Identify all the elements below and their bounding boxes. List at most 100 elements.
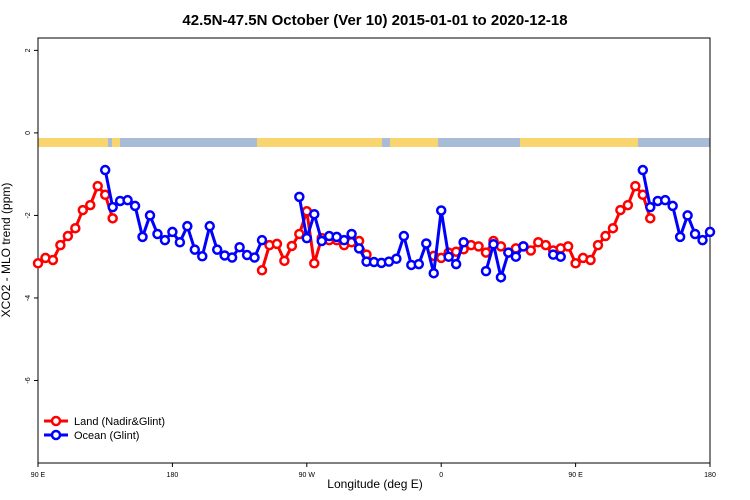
data-point bbox=[473, 241, 484, 252]
data-point bbox=[346, 228, 357, 240]
data-point bbox=[294, 228, 305, 240]
data-point bbox=[480, 247, 492, 258]
data-point bbox=[249, 252, 260, 263]
data-point bbox=[570, 258, 581, 269]
data-point bbox=[286, 240, 298, 252]
data-point bbox=[495, 272, 507, 283]
data-point bbox=[47, 254, 59, 266]
data-point bbox=[211, 244, 223, 255]
data-point bbox=[32, 258, 44, 269]
data-point bbox=[518, 241, 529, 252]
data-point bbox=[645, 201, 656, 213]
data-point bbox=[540, 239, 551, 251]
data-point bbox=[637, 189, 649, 201]
data-point bbox=[704, 226, 716, 238]
y-axis-label: XCO2 - MLO trend (ppm) bbox=[0, 183, 13, 318]
data-point bbox=[55, 239, 66, 251]
data-point bbox=[152, 228, 163, 240]
data-point bbox=[301, 232, 313, 244]
data-point bbox=[316, 235, 327, 247]
x-tick-label: 90 E bbox=[568, 472, 583, 479]
data-point bbox=[585, 254, 596, 266]
data-point bbox=[271, 238, 283, 250]
data-point bbox=[480, 265, 492, 277]
data-point bbox=[600, 230, 611, 242]
data-point bbox=[62, 230, 74, 242]
data-point bbox=[667, 200, 678, 212]
data-point bbox=[622, 199, 634, 211]
x-tick-label: 180 bbox=[704, 472, 716, 479]
data-point bbox=[697, 234, 708, 246]
data-point bbox=[592, 239, 604, 251]
data-point bbox=[70, 222, 81, 234]
legend-marker bbox=[50, 429, 62, 441]
data-point bbox=[421, 238, 432, 249]
data-point bbox=[99, 189, 111, 201]
data-point bbox=[144, 210, 156, 221]
data-point bbox=[428, 267, 439, 279]
x-tick-label: 180 bbox=[167, 472, 179, 479]
data-point bbox=[488, 239, 499, 250]
data-point bbox=[197, 251, 208, 262]
x-tick-label: 0 bbox=[439, 472, 443, 479]
data-point bbox=[107, 201, 118, 213]
data-point bbox=[309, 208, 320, 220]
x-tick-label: 90 W bbox=[299, 472, 316, 479]
data-point bbox=[398, 230, 410, 242]
series-line bbox=[103, 169, 712, 284]
data-point bbox=[338, 234, 350, 246]
data-point bbox=[637, 164, 649, 176]
data-point bbox=[226, 252, 238, 263]
data-point bbox=[294, 191, 305, 203]
data-point bbox=[630, 180, 641, 192]
land-mask-strip bbox=[38, 138, 710, 147]
x-axis-label: Longitude (deg E) bbox=[327, 477, 422, 491]
data-point bbox=[85, 199, 96, 211]
plot-frame bbox=[37, 37, 711, 464]
data-point bbox=[503, 247, 514, 258]
data-point bbox=[458, 236, 469, 248]
data-point bbox=[77, 204, 89, 216]
data-point bbox=[353, 243, 365, 254]
data-point bbox=[182, 220, 193, 232]
data-point bbox=[607, 222, 619, 234]
data-point bbox=[122, 194, 133, 206]
data-point bbox=[615, 204, 626, 216]
data-point bbox=[234, 241, 245, 253]
x-tick-label: 90 E bbox=[31, 472, 46, 479]
data-point bbox=[99, 164, 111, 176]
series bbox=[99, 164, 716, 284]
data-point bbox=[279, 255, 290, 267]
data-point bbox=[689, 228, 701, 240]
y-tick-label: 2 bbox=[25, 48, 32, 52]
data-point bbox=[167, 226, 178, 238]
data-point bbox=[189, 244, 201, 255]
data-point bbox=[174, 236, 186, 248]
data-point bbox=[159, 234, 171, 246]
data-point bbox=[659, 194, 671, 206]
data-point bbox=[435, 205, 447, 216]
y-tick-label: 0 bbox=[25, 131, 32, 135]
data-point bbox=[413, 258, 425, 270]
data-point bbox=[510, 251, 522, 262]
y-tick-label: -4 bbox=[25, 295, 32, 301]
data-point bbox=[443, 251, 454, 262]
y-tick-label: -2 bbox=[25, 212, 32, 218]
data-point bbox=[674, 231, 686, 243]
data-point bbox=[450, 258, 462, 270]
data-point bbox=[107, 213, 118, 224]
data-point bbox=[562, 241, 574, 252]
data-point bbox=[129, 200, 141, 212]
data-point bbox=[645, 213, 656, 224]
legend-label: Land (Nadir&Glint) bbox=[74, 416, 165, 428]
legend-marker bbox=[50, 415, 62, 427]
data-point bbox=[204, 220, 215, 232]
data-point bbox=[256, 234, 268, 246]
data-point bbox=[92, 180, 103, 192]
data-point bbox=[309, 258, 320, 269]
chart-title: 42.5N-47.5N October (Ver 10) 2015-01-01 … bbox=[182, 12, 567, 29]
data-point bbox=[525, 245, 537, 256]
legend-label: Ocean (Glint) bbox=[74, 430, 139, 442]
